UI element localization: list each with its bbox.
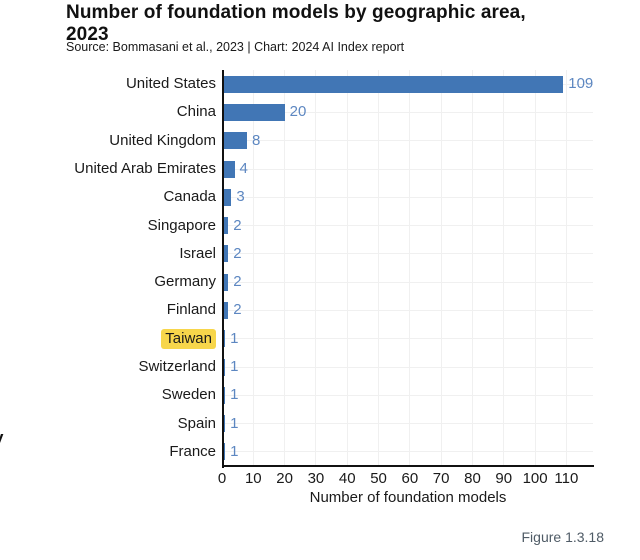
chart-subtitle: Source: Bommasani et al., 2023 | Chart: … <box>66 40 405 54</box>
category-label-france: France <box>169 442 216 460</box>
gridline-vertical <box>440 70 442 466</box>
x-tick-label: 100 <box>522 470 548 487</box>
chart-title-line2: 2023 <box>66 24 109 45</box>
gridline-vertical <box>565 70 567 466</box>
bar-singapore <box>222 217 229 235</box>
category-label-china: China <box>176 103 216 121</box>
gridline-horizontal <box>222 253 593 255</box>
category-label-taiwan: Taiwan <box>0 328 216 349</box>
bar-value-label: 2 <box>233 273 242 291</box>
bar-value-label: 2 <box>233 301 242 319</box>
bar-united-states <box>222 75 564 93</box>
chart-title: Number of foundation models by geographi… <box>66 2 606 46</box>
gridline-horizontal <box>222 366 593 368</box>
gridline-vertical <box>471 70 473 466</box>
gridline-vertical <box>315 70 317 466</box>
y-axis-line <box>222 70 224 468</box>
bar-value-label: 2 <box>233 216 242 234</box>
highlighted-category-label: Taiwan <box>161 328 216 349</box>
gridline-vertical <box>284 70 286 466</box>
category-label-finland: Finland <box>166 301 216 319</box>
bar-value-label: 1 <box>230 442 239 460</box>
gridline-horizontal <box>222 394 593 396</box>
x-tick-label: 20 <box>276 470 293 487</box>
bar-united-kingdom <box>222 132 248 150</box>
bar-china <box>222 103 285 121</box>
category-label-sweden: Sweden <box>161 386 216 404</box>
bar-finland <box>222 301 229 319</box>
gridline-horizontal <box>222 168 593 170</box>
bar-value-label: 2 <box>233 244 242 262</box>
category-label-germany: Germany <box>154 273 216 291</box>
gridline-horizontal <box>222 309 593 311</box>
x-tick-label: 0 <box>217 470 227 487</box>
bar-value-label: 3 <box>236 188 245 206</box>
category-label-singapore: Singapore <box>147 216 216 234</box>
category-label-switzerland: Switzerland <box>138 358 216 375</box>
x-tick-label: 90 <box>495 470 513 487</box>
bar-value-label: 1 <box>230 329 239 347</box>
x-axis-line <box>222 465 594 467</box>
category-label-israel: Israel <box>179 244 216 262</box>
bar-value-label: 4 <box>239 160 248 177</box>
category-labels: United States China United Kingdom United A… <box>0 70 216 466</box>
bar-value-label: 1 <box>230 358 239 375</box>
x-tick-label: 60 <box>401 470 419 487</box>
bar-germany <box>222 273 229 291</box>
clipped-text-fragment: y <box>0 428 9 448</box>
gridline-horizontal <box>222 225 593 227</box>
bar-value-label: 1 <box>230 386 239 404</box>
gridline-vertical <box>252 70 254 466</box>
gridline-horizontal <box>222 338 593 340</box>
gridline-vertical <box>346 70 348 466</box>
x-tick-label: 30 <box>307 470 325 487</box>
bar-canada <box>222 188 232 206</box>
x-tick-label: 110 <box>554 470 579 487</box>
gridline-horizontal <box>222 140 593 142</box>
chart-title-line1: Number of foundation models by geographi… <box>66 2 526 23</box>
gridline-horizontal <box>222 281 593 283</box>
gridline-vertical <box>534 70 536 466</box>
category-label-united-kingdom: United Kingdom <box>109 131 216 149</box>
gridline-vertical <box>378 70 380 466</box>
gridline-vertical <box>409 70 411 466</box>
bar-value-label: 109 <box>568 75 594 93</box>
bar-value-label: 20 <box>289 103 307 121</box>
category-label-spain: Spain <box>177 414 216 432</box>
x-ticks: 0 10 20 30 40 50 60 70 80 90 100 110 <box>218 470 594 488</box>
category-label-united-arab-emirates: United Arab Emirates <box>74 160 216 177</box>
figure-caption: Figure 1.3.18 <box>521 529 605 545</box>
gridline-horizontal <box>222 451 593 453</box>
x-tick-label: 50 <box>370 470 387 487</box>
x-axis-title: Number of foundation models <box>309 489 507 506</box>
bar-value-label: 8 <box>252 131 261 149</box>
category-label-united-states: United States <box>125 75 216 93</box>
x-tick-label: 10 <box>244 470 262 487</box>
clipped-text-fragment-glyph: y <box>0 428 3 448</box>
x-tick-label: 80 <box>464 470 481 487</box>
gridline-horizontal <box>222 196 593 198</box>
x-tick-label: 70 <box>432 470 450 487</box>
bar-israel <box>222 245 229 263</box>
plot-area: 109 20 8 4 3 2 2 2 2 1 1 1 1 1 <box>222 70 593 466</box>
bar-united-arab-emirates <box>222 160 235 178</box>
gridline-horizontal <box>222 423 593 425</box>
category-label-canada: Canada <box>163 188 216 206</box>
bar-value-label: 1 <box>230 414 239 432</box>
x-tick-label: 40 <box>338 470 356 487</box>
gridline-vertical <box>503 70 505 466</box>
gridline-horizontal <box>222 111 593 113</box>
